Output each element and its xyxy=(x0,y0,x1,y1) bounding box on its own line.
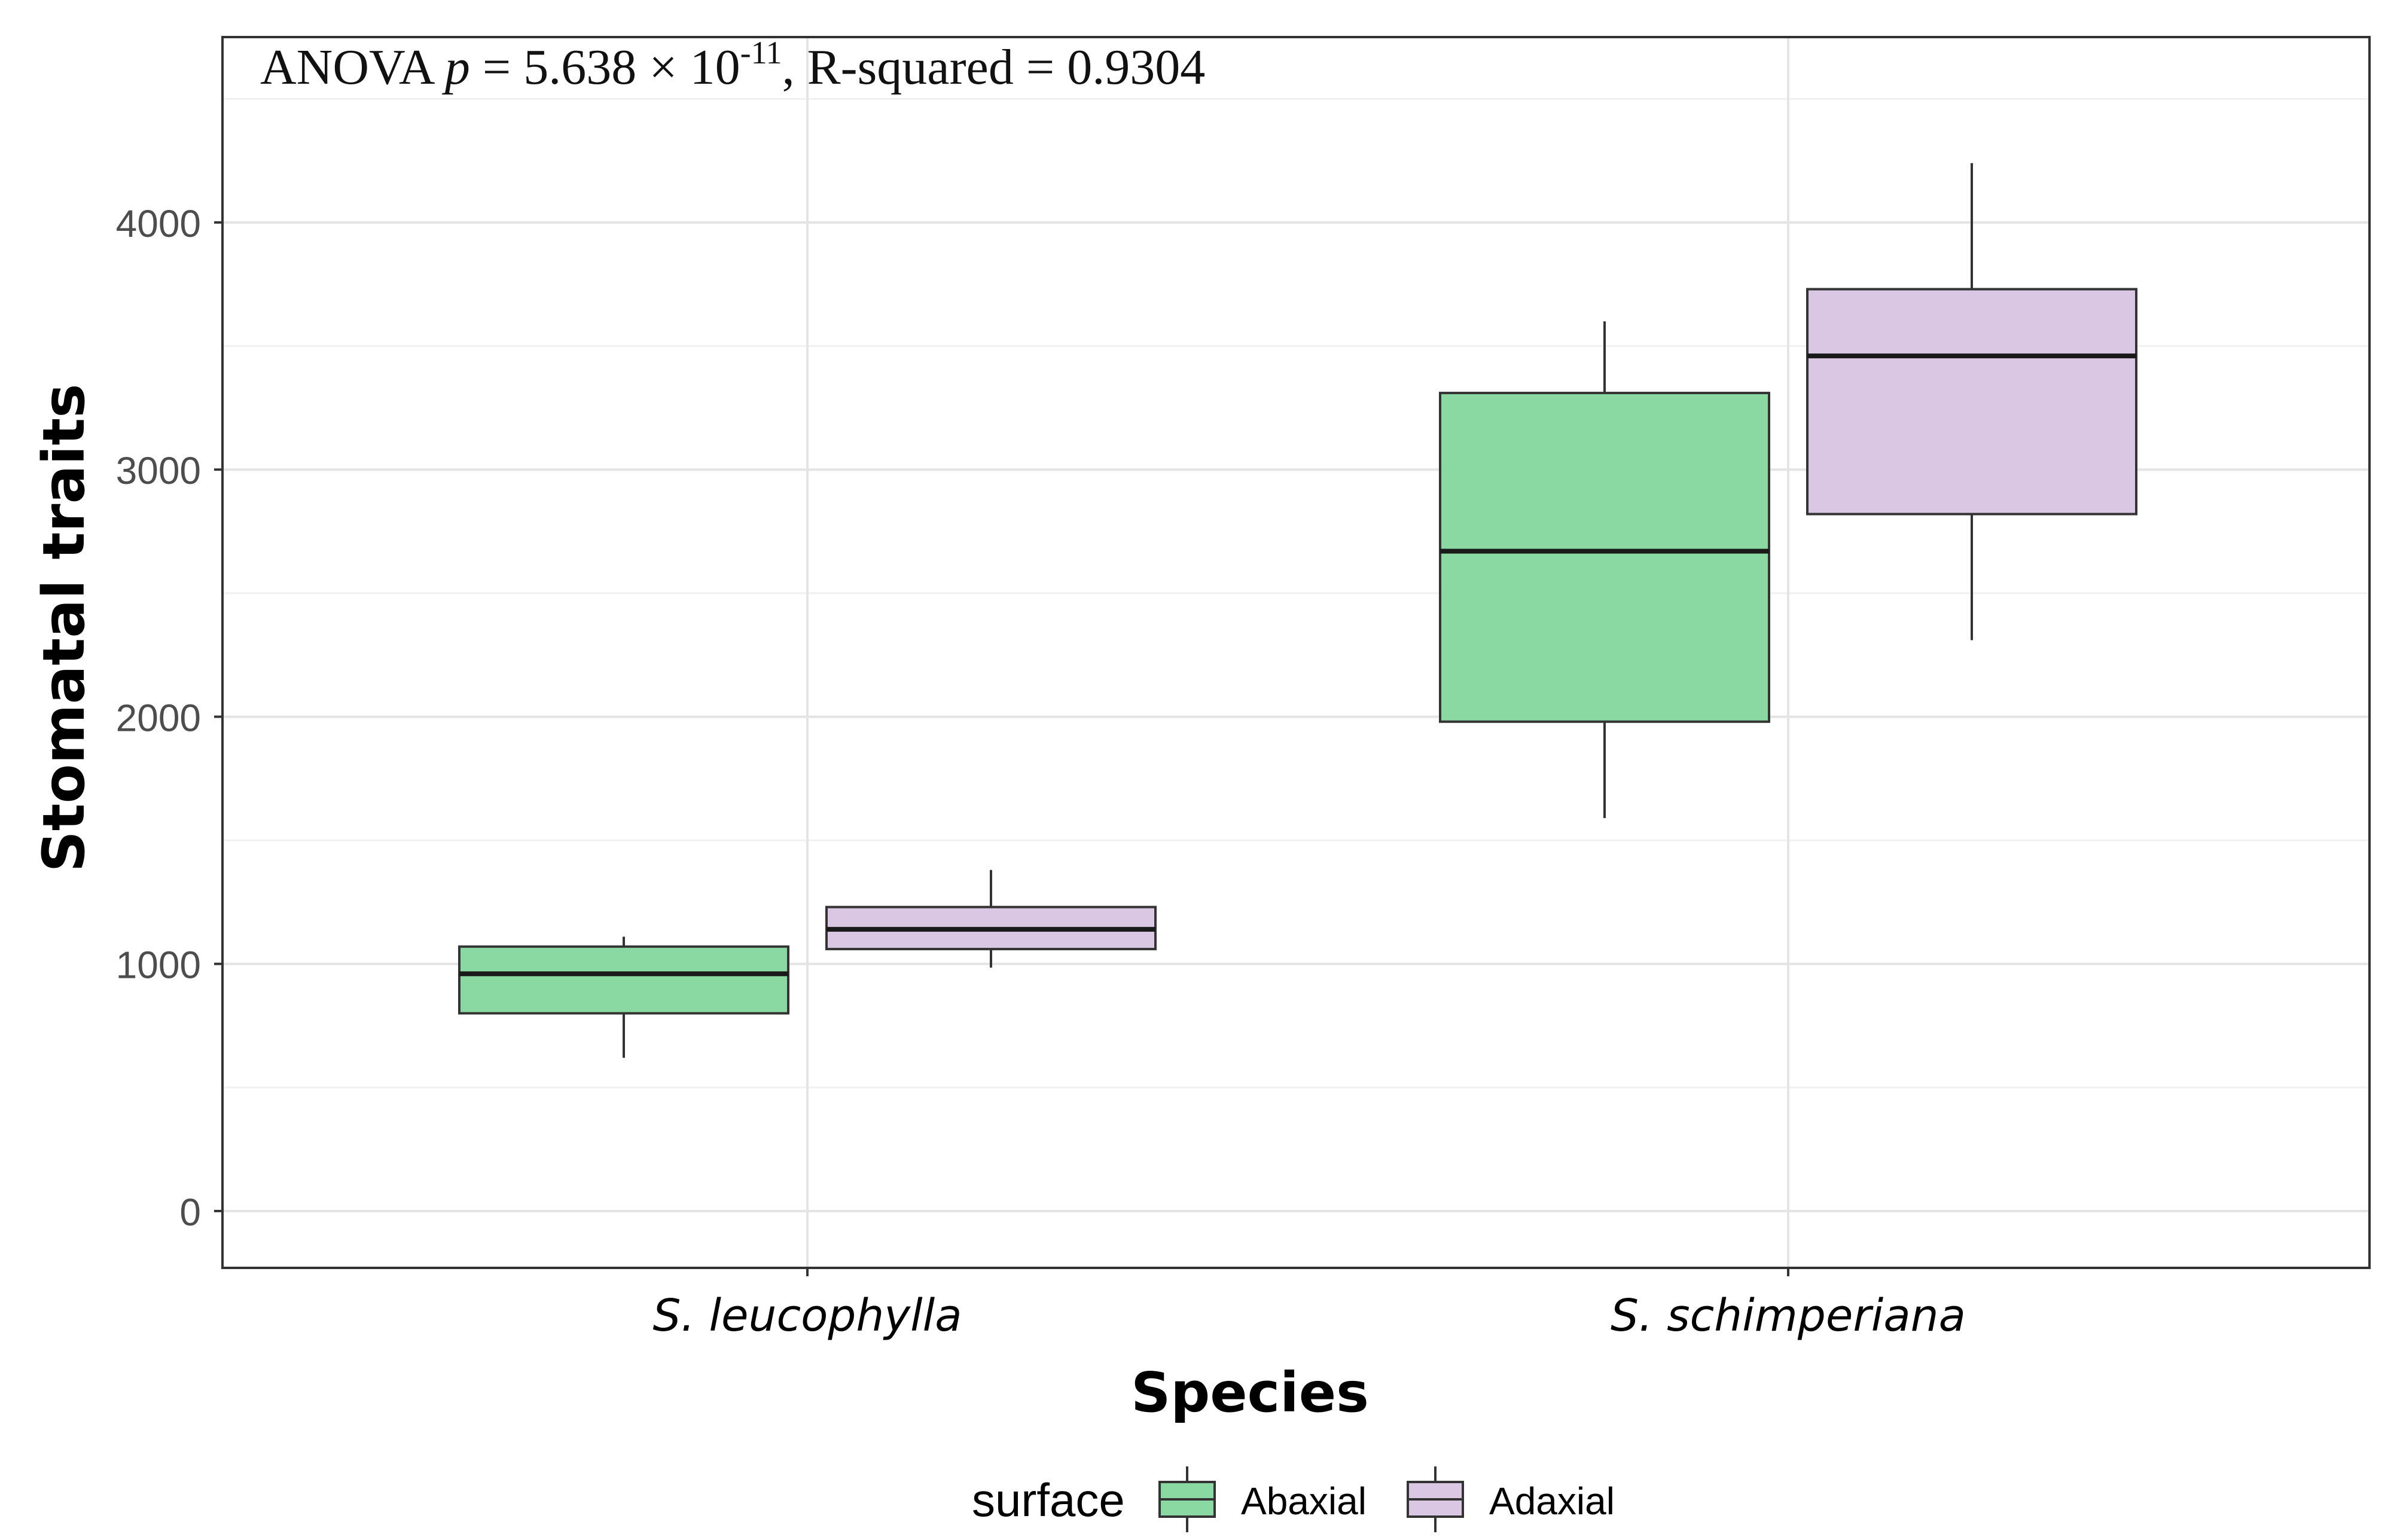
y-tick-label: 3000 xyxy=(116,449,201,492)
annotation-p-symbol: p xyxy=(442,39,470,95)
legend-title: surface xyxy=(972,1474,1125,1526)
legend-item-adaxial: Adaxial xyxy=(1407,1466,1615,1532)
box-adaxial-1 xyxy=(825,870,1157,968)
y-tick-label: 1000 xyxy=(116,944,201,987)
legend-label: Adaxial xyxy=(1489,1480,1615,1523)
box-adaxial-2 xyxy=(1806,163,2137,641)
box-layer xyxy=(458,163,2137,1058)
y-tick-label: 0 xyxy=(179,1191,201,1234)
annotation-exponent: -11 xyxy=(740,35,782,71)
x-axis-ticks: S. leucophylla S. schimperiana xyxy=(652,1268,1966,1341)
annotation-p-value: = 5.638 × 10 xyxy=(470,39,740,95)
panel-border xyxy=(221,36,2371,1269)
x-tick-label: S. schimperiana xyxy=(1611,1290,1966,1341)
y-axis-title: Stomatal traits xyxy=(31,384,97,873)
annotation-prefix: ANOVA xyxy=(260,39,445,95)
y-axis-ticks: 0 1000 2000 3000 4000 xyxy=(116,202,222,1234)
box-abaxial-1 xyxy=(458,937,789,1058)
x-tick-label: S. leucophylla xyxy=(652,1290,962,1341)
y-tick-label: 4000 xyxy=(116,202,201,245)
box-abaxial-2 xyxy=(1439,321,1770,818)
box-iqr xyxy=(458,945,789,1015)
legend: surface Abaxial Adaxial xyxy=(972,1466,1615,1532)
legend-item-abaxial: Abaxial xyxy=(1158,1466,1367,1532)
y-tick-label: 2000 xyxy=(116,696,201,739)
anova-annotation: ANOVA p = 5.638 × 10-11, R-squared = 0.9… xyxy=(260,35,1205,95)
legend-label: Abaxial xyxy=(1241,1480,1367,1523)
annotation-r-squared: , R-squared = 0.9304 xyxy=(782,39,1206,95)
x-axis-title: Species xyxy=(1131,1361,1369,1425)
box-iqr xyxy=(1806,288,2137,516)
box-iqr xyxy=(1439,392,1770,723)
